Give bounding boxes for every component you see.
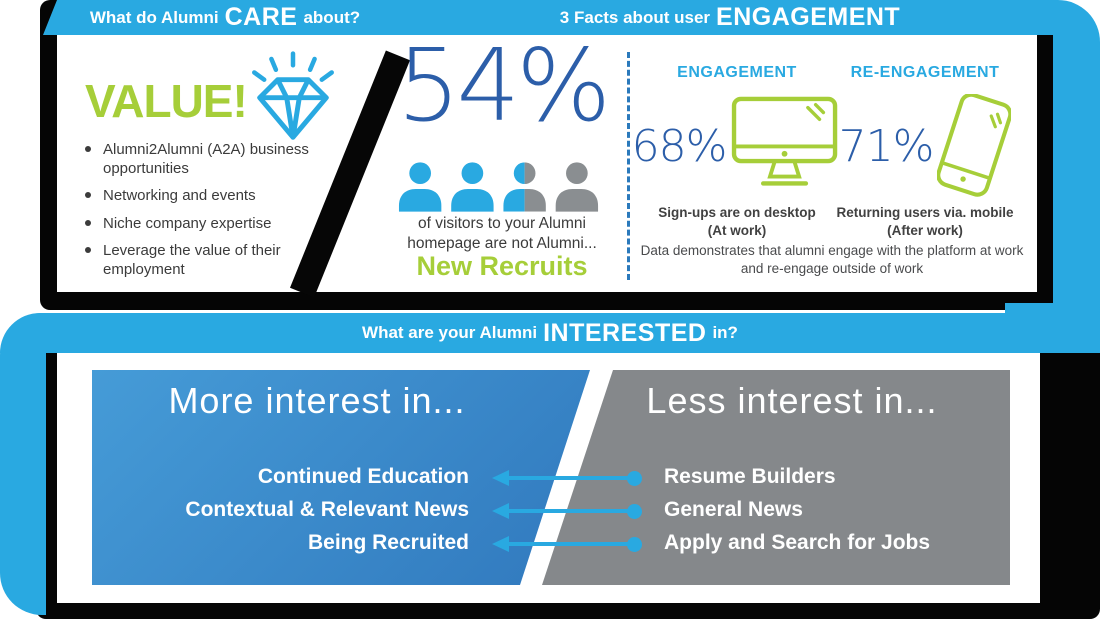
fact-re-engagement: RE-ENGAGEMENT 71% Returning users via. m…: [805, 64, 1045, 239]
care-bullet-text: Leverage the value of their employment: [103, 241, 281, 278]
more-interest-item: Continued Education: [257, 465, 469, 488]
visitors-caption-line2: homepage are not Alumni...: [407, 235, 597, 253]
facts-note-line1: Data demonstrates that alumni engage wit…: [640, 243, 1024, 258]
bullet-dot-icon: [85, 219, 91, 226]
mobile-phone-icon: [937, 94, 1012, 198]
care-banner-title: What do Alumni CARE about?: [85, 0, 365, 35]
fact-engagement: ENGAGEMENT 68% Sign-ups are on: [622, 64, 852, 239]
desktop-monitor-icon: [730, 95, 842, 197]
left-arrowhead-icon: [492, 536, 509, 552]
connector-dot-icon: [627, 504, 642, 519]
left-arrowhead-icon: [492, 503, 509, 519]
fact-re-engagement-caption-line1: Returning users via. mobile: [836, 205, 1014, 220]
fact-engagement-stat: 68%: [631, 120, 728, 172]
care-bullet-item: Leverage the value of their employment: [85, 241, 317, 279]
more-interest-item: Being Recruited: [307, 531, 469, 554]
diamond-icon: [239, 50, 347, 158]
top-banner: [43, 0, 1055, 35]
new-recruits-highlight: New Recruits: [416, 251, 588, 281]
care-bullet-text: Alumni2Alumni (A2A) business opportuniti…: [103, 141, 309, 178]
connector-dot-icon: [627, 537, 642, 552]
facts-banner-pre: 3 Facts about user: [559, 7, 711, 27]
more-interest-title: More interest in...: [168, 380, 466, 421]
less-interest-item: General News: [664, 498, 803, 521]
bullet-dot-icon: [85, 192, 91, 199]
care-bullet-item: Niche company expertise: [85, 214, 317, 233]
right-blue-strip: [1053, 0, 1100, 352]
interest-banner-band: [0, 313, 1100, 353]
left-arrowhead-icon: [492, 470, 509, 486]
less-interest-item: Resume Builders: [664, 465, 836, 488]
value-headline: VALUE!: [85, 75, 248, 127]
care-banner-post: about?: [303, 7, 361, 27]
facts-note-line2: and re-engage outside of work: [740, 261, 924, 277]
care-bullet-item: Networking and events: [85, 186, 317, 205]
interest-banner-pre: What are your Alumni: [362, 323, 538, 342]
interest-banner-title: What are your Alumni INTERESTED in?: [0, 313, 1100, 353]
connector-arrow-line: [509, 542, 631, 546]
visitors-caption-line1: of visitors to your Alumni: [418, 215, 586, 232]
top-white-panel: [57, 30, 1037, 292]
care-bullet-list: Alumni2Alumni (A2A) business opportuniti…: [85, 140, 317, 287]
fact-engagement-label: ENGAGEMENT: [677, 64, 797, 81]
care-bullet-text: Networking and events: [103, 187, 256, 205]
care-bullet-item: Alumni2Alumni (A2A) business opportuniti…: [85, 140, 317, 178]
facts-banner-title: 3 Facts about user ENGAGEMENT: [560, 0, 900, 35]
fact-re-engagement-label: RE-ENGAGEMENT: [850, 64, 1000, 81]
fact-engagement-caption-line2: (At work): [707, 222, 767, 238]
care-banner-pre: What do Alumni: [89, 7, 219, 27]
less-interest-item: Apply and Search for Jobs: [664, 531, 931, 554]
left-blue-strip: [0, 313, 46, 615]
visitors-stat: 54%: [396, 27, 611, 144]
more-interest-item: Contextual & Relevant News: [185, 498, 469, 521]
connector-arrow-line: [509, 509, 631, 513]
interest-banner-emphasis: INTERESTED: [543, 318, 707, 347]
bullet-dot-icon: [85, 146, 91, 152]
interest-banner-post: in?: [712, 323, 738, 342]
less-interest-title: Less interest in...: [646, 380, 938, 421]
fact-engagement-row: 68%: [622, 92, 852, 200]
facts-banner-emphasis: ENGAGEMENT: [716, 3, 901, 31]
facts-note: Data demonstrates that alumni engage wit…: [632, 242, 1032, 278]
fact-re-engagement-caption: Returning users via. mobile (After work): [805, 204, 1045, 239]
connector-dot-icon: [627, 471, 642, 486]
visitors-caption: of visitors to your Alumni homepage are …: [362, 214, 642, 254]
dashed-divider: [627, 52, 630, 280]
fact-re-engagement-stat: 71%: [838, 120, 935, 172]
bullet-dot-icon: [85, 246, 91, 253]
connector-arrow-line: [509, 476, 631, 480]
care-bullet-text: Niche company expertise: [103, 214, 272, 232]
people-group-icon: [397, 162, 602, 212]
fact-engagement-caption-line1: Sign-ups are on desktop: [658, 205, 816, 220]
fact-engagement-caption: Sign-ups are on desktop (At work): [622, 204, 852, 239]
fact-re-engagement-caption-line2: (After work): [887, 222, 963, 238]
fact-re-engagement-row: 71%: [805, 92, 1045, 200]
care-banner-emphasis: CARE: [224, 3, 298, 31]
